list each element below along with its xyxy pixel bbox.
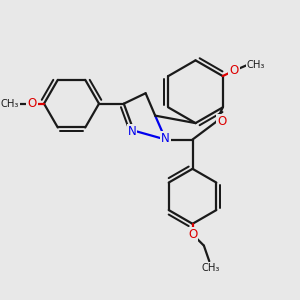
Text: N: N: [161, 132, 170, 146]
Text: O: O: [217, 115, 226, 128]
Text: CH₃: CH₃: [246, 60, 265, 70]
Text: CH₃: CH₃: [202, 263, 220, 273]
Text: N: N: [128, 125, 136, 138]
Text: O: O: [230, 64, 239, 77]
Text: O: O: [188, 228, 197, 241]
Text: O: O: [27, 97, 37, 110]
Text: CH₃: CH₃: [1, 99, 19, 109]
